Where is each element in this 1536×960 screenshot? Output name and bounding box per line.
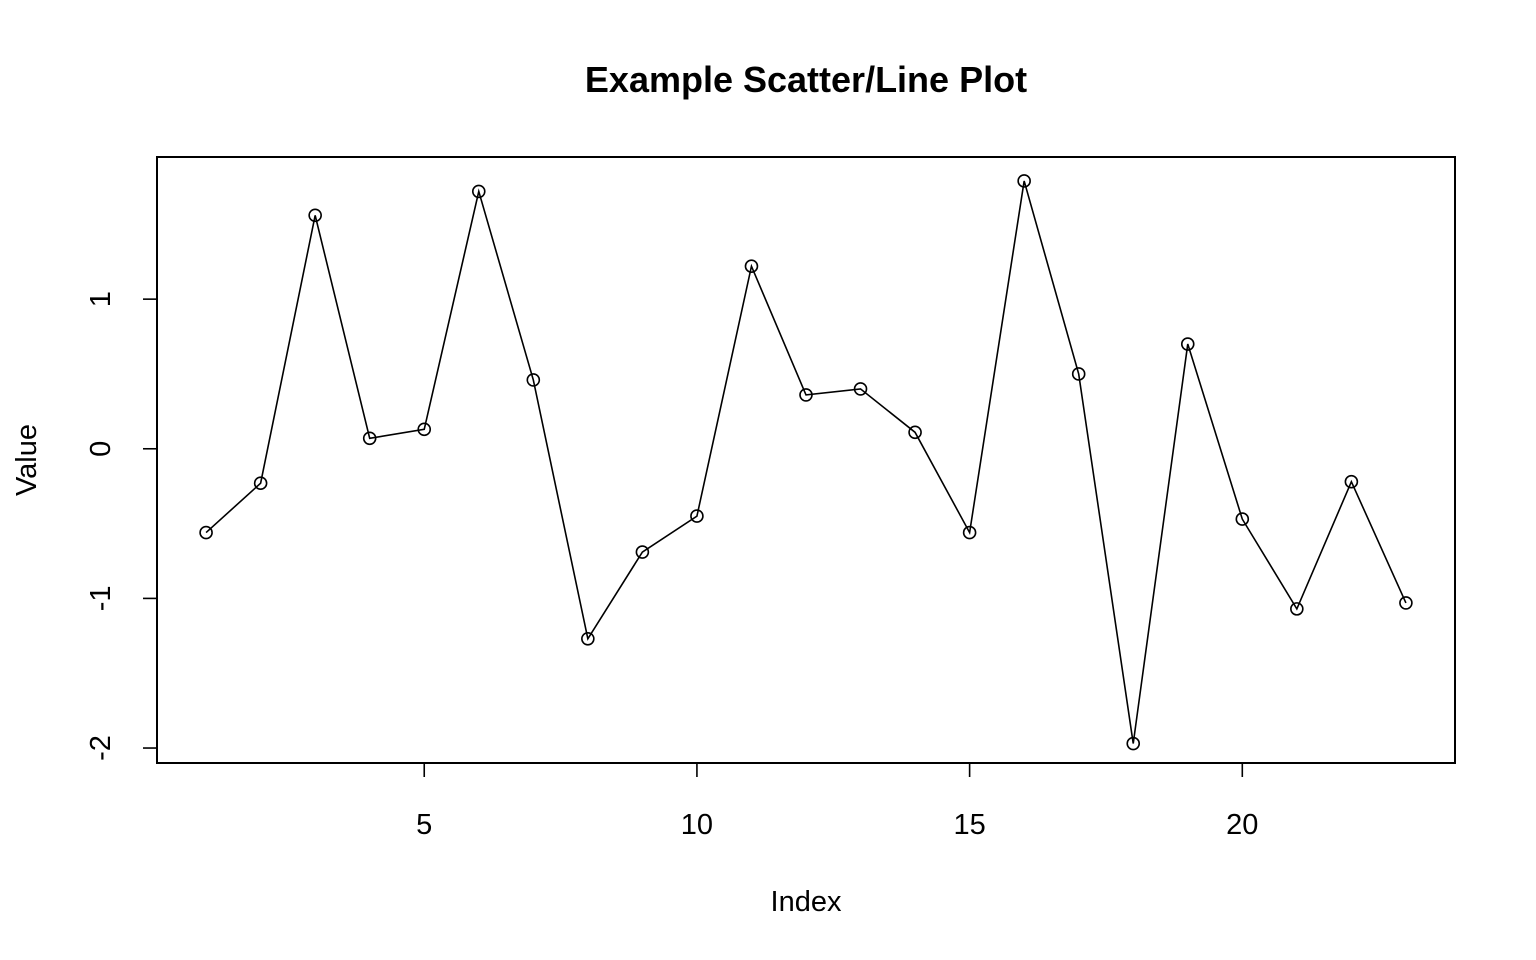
x-tick-label: 5 bbox=[416, 809, 432, 841]
data-point bbox=[635, 545, 650, 559]
data-point bbox=[1017, 174, 1031, 188]
data-point bbox=[908, 425, 922, 440]
data-point bbox=[1180, 337, 1195, 351]
y-tick-label: -1 bbox=[85, 586, 117, 612]
data-point bbox=[253, 476, 268, 490]
data-point bbox=[853, 382, 868, 396]
data-point bbox=[362, 431, 377, 446]
data-point bbox=[1344, 474, 1359, 489]
x-axis: 5 10 15 20 bbox=[416, 762, 1258, 841]
data-point bbox=[962, 525, 977, 540]
y-tick-label: 0 bbox=[85, 441, 117, 457]
data-point bbox=[1290, 602, 1304, 616]
data-point bbox=[417, 422, 432, 437]
data-point bbox=[690, 509, 704, 523]
data-point bbox=[199, 525, 213, 540]
data-point bbox=[471, 184, 486, 199]
plot-frame bbox=[156, 156, 1456, 764]
data-point bbox=[744, 259, 759, 274]
y-tick-label: -2 bbox=[85, 735, 117, 761]
data-point bbox=[1071, 367, 1086, 381]
x-tick-label: 15 bbox=[953, 809, 985, 841]
data-point bbox=[1235, 512, 1250, 526]
data-point bbox=[799, 388, 813, 402]
chart-title: Example Scatter/Line Plot bbox=[585, 59, 1027, 100]
x-tick-label: 10 bbox=[681, 809, 713, 841]
series-points bbox=[199, 174, 1413, 751]
x-tick-label: 20 bbox=[1226, 809, 1258, 841]
data-point bbox=[1126, 736, 1141, 751]
data-point bbox=[526, 373, 541, 387]
y-tick-label: 1 bbox=[85, 291, 117, 307]
data-point bbox=[308, 208, 322, 223]
data-point bbox=[1399, 596, 1413, 610]
series-line bbox=[205, 180, 1407, 744]
x-axis-label: Index bbox=[771, 886, 842, 918]
y-axis-label: Value bbox=[11, 424, 43, 496]
data-point bbox=[581, 632, 595, 646]
y-axis: -2 -1 0 1 bbox=[85, 291, 158, 761]
